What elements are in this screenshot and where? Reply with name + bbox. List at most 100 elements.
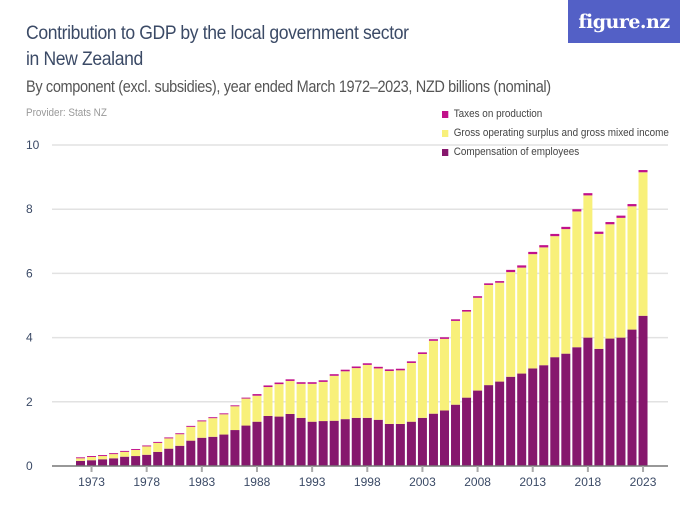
bar-segment-2001-compensation [395, 423, 405, 466]
bar-segment-2023-taxes [638, 170, 648, 173]
bar-segment-2010-compensation [495, 381, 505, 466]
x-tick-label: 2013 [519, 475, 546, 489]
x-tick-label: 1998 [354, 475, 381, 489]
bar-segment-1996-gross-surplus [340, 371, 350, 420]
bar-segment-1993-gross-surplus [307, 383, 317, 422]
bar-segment-1976-compensation [120, 456, 130, 466]
bar-segment-2020-compensation [605, 338, 615, 466]
bar-segment-2006-gross-surplus [451, 320, 461, 405]
bar-segment-2014-taxes [539, 245, 549, 248]
bar-segment-2020-taxes [605, 222, 615, 225]
bar-segment-1972-gross-surplus [76, 458, 85, 461]
bar-segment-2007-gross-surplus [462, 311, 472, 398]
bar-segment-2006-compensation [451, 404, 461, 466]
bar-segment-1999-compensation [373, 419, 383, 466]
legend-label: Taxes on production [453, 108, 543, 120]
legend-label: Compensation of employees [453, 146, 580, 158]
bar-segment-1995-taxes [329, 374, 339, 376]
bar-segment-2021-taxes [616, 215, 626, 218]
bar-segment-2023-gross-surplus [638, 172, 648, 316]
bar-segment-1984-compensation [208, 436, 218, 466]
x-tick-label: 2008 [464, 475, 491, 489]
bar-segment-1990-compensation [274, 416, 284, 466]
bar-segment-1977-gross-surplus [131, 449, 141, 457]
bar-segment-2021-gross-surplus [616, 217, 626, 338]
bar-segment-1992-compensation [296, 417, 306, 466]
bar-segment-2012-compensation [517, 373, 527, 466]
x-tick-label: 2003 [409, 475, 436, 489]
bar-segment-2005-gross-surplus [439, 338, 449, 411]
bar-segment-1994-compensation [318, 421, 328, 466]
bar-segment-1979-gross-surplus [153, 442, 163, 452]
figure-nz-logo[interactable]: figure.nz [568, 0, 680, 43]
bar-segment-1992-taxes [296, 382, 306, 384]
bar-segment-1981-compensation [175, 445, 185, 466]
bar-segment-2016-compensation [561, 353, 571, 466]
bar-segment-1993-taxes [307, 382, 317, 384]
legend-swatch-taxes [442, 110, 449, 118]
bar-segment-2003-compensation [417, 417, 427, 466]
bar-segment-2004-taxes [428, 339, 438, 341]
bar-segment-2020-gross-surplus [605, 224, 615, 339]
bar-segment-1987-compensation [241, 425, 251, 466]
bar-segment-2013-gross-surplus [528, 254, 538, 369]
bar-segment-1994-taxes [318, 380, 328, 382]
bar-segment-1984-gross-surplus [208, 418, 218, 437]
bar-segment-2008-compensation [473, 390, 483, 466]
chart-title-line-2: in New Zealand [26, 48, 143, 70]
bar-segment-1990-taxes [274, 382, 284, 385]
bar-segment-1991-taxes [285, 379, 295, 381]
bar-segment-1996-taxes [340, 369, 350, 372]
x-tick-label: 2018 [575, 475, 602, 489]
bar-segment-1989-taxes [263, 385, 273, 388]
bar-segment-2017-taxes [572, 209, 582, 212]
bar-segment-1979-taxes [153, 441, 163, 443]
bar-segment-1991-compensation [285, 413, 295, 466]
bar-segment-2007-compensation [462, 397, 472, 466]
bar-segment-1973-compensation [87, 460, 97, 466]
y-tick-label: 2 [26, 395, 33, 409]
bar-segment-2017-gross-surplus [572, 211, 582, 348]
bar-segment-1985-compensation [219, 434, 229, 466]
bar-segment-1974-gross-surplus [98, 456, 108, 460]
bar-segment-1980-taxes [164, 437, 174, 439]
bar-segment-1982-compensation [186, 440, 196, 466]
bar-segment-1984-taxes [208, 417, 218, 419]
bar-segment-2000-compensation [384, 423, 394, 466]
legend-swatch-gross [442, 129, 449, 137]
bar-segment-2003-gross-surplus [417, 353, 427, 418]
bar-segment-1999-gross-surplus [373, 368, 383, 420]
bar-segment-2018-gross-surplus [583, 195, 593, 338]
bar-segment-1977-compensation [131, 456, 141, 466]
bar-segment-2022-taxes [627, 204, 637, 207]
bar-segment-2015-compensation [550, 357, 560, 466]
y-tick-label: 6 [26, 266, 33, 280]
bar-segment-2009-taxes [484, 283, 494, 285]
bar-segment-2009-gross-surplus [484, 284, 494, 386]
bar-segment-1988-compensation [252, 421, 262, 466]
bar-segment-2008-taxes [473, 296, 483, 298]
bar-segment-2018-taxes [583, 193, 593, 196]
chart-title-line-1: Contribution to GDP by the local governm… [26, 22, 409, 44]
bar-segment-1997-taxes [351, 366, 361, 369]
bar-segment-2001-taxes [395, 368, 405, 371]
bar-segment-2010-gross-surplus [495, 282, 505, 382]
bar-segment-1992-gross-surplus [296, 383, 306, 418]
bar-segment-1989-compensation [263, 415, 273, 466]
bar-segment-1983-gross-surplus [197, 421, 207, 438]
bar-segment-1986-gross-surplus [230, 406, 240, 431]
x-tick-label: 1973 [78, 475, 105, 489]
bar-segment-1974-compensation [98, 459, 108, 466]
provider-label: Provider: Stats NZ [26, 107, 107, 119]
bar-segment-2000-taxes [384, 369, 394, 371]
bar-segment-1991-gross-surplus [285, 380, 295, 414]
legend-label: Gross operating surplus and gross mixed … [453, 127, 669, 139]
bar-segment-1976-gross-surplus [120, 451, 130, 457]
legend-item-taxes: Taxes on production [442, 108, 542, 120]
bar-segment-1983-compensation [197, 437, 207, 466]
bar-segment-2008-gross-surplus [473, 297, 483, 391]
bar-segment-2012-taxes [517, 265, 527, 268]
bar-segment-2016-gross-surplus [561, 229, 571, 354]
bar-segment-1978-gross-surplus [142, 446, 152, 455]
